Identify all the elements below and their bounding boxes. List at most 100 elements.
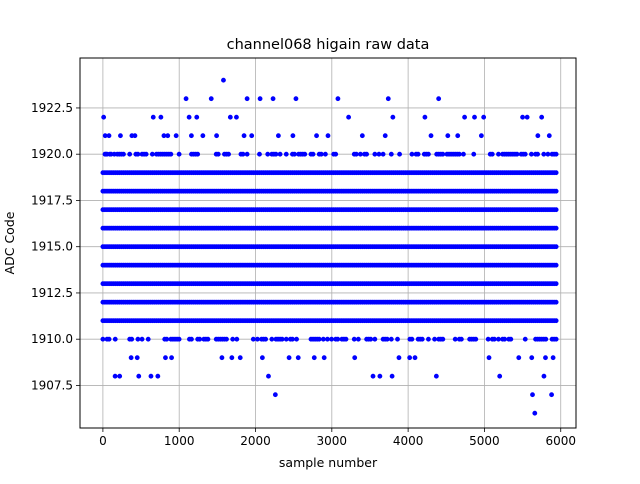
data-point xyxy=(311,355,317,361)
data-point xyxy=(273,151,279,157)
data-point xyxy=(496,336,501,342)
data-point xyxy=(524,114,530,120)
data-point xyxy=(543,355,548,361)
data-point xyxy=(257,96,263,102)
data-point xyxy=(497,373,503,379)
data-point xyxy=(353,151,359,157)
data-point xyxy=(121,151,126,157)
data-point xyxy=(553,281,559,287)
data-point xyxy=(508,336,514,342)
data-point xyxy=(234,336,240,342)
data-point xyxy=(553,170,559,176)
data-point xyxy=(277,151,283,157)
data-point xyxy=(553,151,559,157)
data-point xyxy=(286,355,292,361)
y-tick-label: 1922.5 xyxy=(31,101,73,115)
data-point xyxy=(359,133,365,139)
data-point xyxy=(241,133,247,139)
data-point xyxy=(529,355,535,361)
data-point xyxy=(168,151,174,157)
data-point xyxy=(292,151,297,157)
data-point xyxy=(415,151,421,157)
data-point xyxy=(458,336,464,342)
data-point xyxy=(388,151,394,157)
data-point xyxy=(149,151,155,157)
data-point xyxy=(432,336,438,342)
data-point xyxy=(229,355,235,361)
data-point xyxy=(244,151,250,157)
data-point xyxy=(496,151,501,157)
data-point xyxy=(550,355,556,361)
data-point xyxy=(195,151,201,157)
data-point xyxy=(329,336,334,342)
data-point xyxy=(422,114,428,120)
data-point xyxy=(158,114,164,120)
data-point xyxy=(335,96,341,102)
data-point xyxy=(486,355,492,361)
data-point xyxy=(129,336,135,342)
data-point xyxy=(541,151,547,157)
data-point xyxy=(279,336,285,342)
data-point xyxy=(200,133,206,139)
y-axis-ticks: 1907.5 1910.0 1912.5 1915.0 1917.5 1920.0 1922… xyxy=(31,101,80,392)
data-point xyxy=(244,96,250,102)
data-point xyxy=(440,151,446,157)
data-point xyxy=(189,336,194,342)
y-tick-label: 1920.0 xyxy=(31,147,73,161)
data-point xyxy=(485,336,491,342)
data-point xyxy=(385,96,391,102)
data-point xyxy=(549,392,554,398)
data-point xyxy=(318,151,324,157)
data-point xyxy=(516,355,522,361)
data-point xyxy=(455,133,461,139)
data-point xyxy=(426,151,431,157)
chart-title: channel068 higain raw data xyxy=(227,37,430,53)
data-point xyxy=(553,336,559,342)
data-point xyxy=(155,373,161,379)
data-point xyxy=(325,133,331,139)
data-point xyxy=(471,151,477,157)
data-point xyxy=(419,336,425,342)
data-point xyxy=(189,133,194,139)
data-point xyxy=(183,96,189,102)
data-point xyxy=(226,151,231,157)
data-point xyxy=(520,114,525,120)
data-point xyxy=(355,336,361,342)
data-point xyxy=(148,373,154,379)
data-point xyxy=(283,151,289,157)
data-point xyxy=(111,151,117,157)
data-point xyxy=(529,151,534,157)
data-point xyxy=(409,151,415,157)
data-point xyxy=(478,133,484,139)
data-point xyxy=(117,373,123,379)
data-point xyxy=(314,133,319,139)
data-point xyxy=(270,96,276,102)
data-point xyxy=(395,336,400,342)
data-point xyxy=(143,151,149,157)
data-point xyxy=(106,336,112,342)
data-point xyxy=(426,336,431,342)
data-point xyxy=(380,151,386,157)
data-point xyxy=(320,336,326,342)
data-point xyxy=(257,151,262,157)
data-point xyxy=(545,151,551,157)
data-point xyxy=(164,336,170,342)
data-point xyxy=(384,336,390,342)
x-tick-label: 1000 xyxy=(164,434,195,448)
data-point xyxy=(553,299,559,305)
data-point xyxy=(409,336,415,342)
data-point xyxy=(389,373,395,379)
data-point xyxy=(208,96,214,102)
x-tick-label: 0 xyxy=(99,434,107,448)
data-point xyxy=(428,133,434,139)
data-point xyxy=(440,336,446,342)
data-point xyxy=(481,114,487,120)
data-point xyxy=(100,336,106,342)
data-point xyxy=(472,114,477,120)
data-point xyxy=(302,151,308,157)
data-point xyxy=(135,336,141,342)
x-tick-label: 2000 xyxy=(240,434,271,448)
